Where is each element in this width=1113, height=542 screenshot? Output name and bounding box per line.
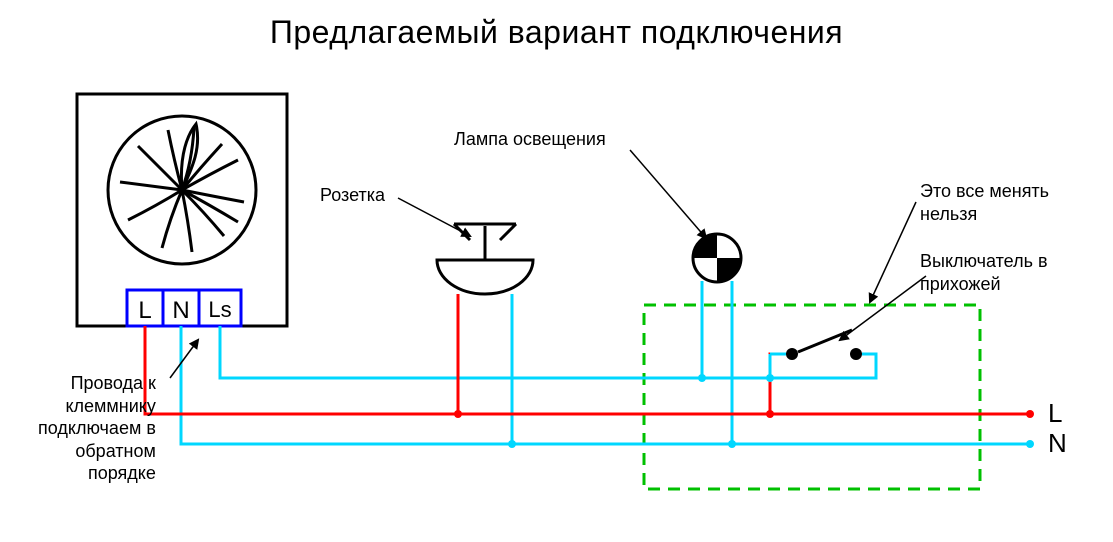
wire-cyan-switched [698,281,786,382]
wire-red [145,294,1034,418]
diagram-title: Предлагаемый вариант подключения [0,14,1113,51]
arrow-dont-change [870,202,916,302]
terminal-L-label: L [138,297,151,324]
arrow-lamp [630,150,706,238]
arrow-switch [840,276,926,340]
terminal-N-label: N [172,297,189,324]
lamp-symbol [693,234,741,282]
socket-symbol [437,224,533,294]
arrow-socket [398,198,470,236]
dont-change-label: Это все менять нельзя [920,180,1049,225]
wires-note-label: Провода к клеммнику подключаем в обратно… [38,372,156,485]
socket-label: Розетка [320,184,385,207]
rail-L-label: L [1048,398,1062,428]
switch-label: Выключатель в прихожей [920,250,1048,295]
rail-N-label: N [1048,428,1067,458]
diagram-canvas: Предлагаемый вариант подключения [0,0,1113,542]
switch-symbol [786,330,862,360]
lamp-label: Лампа освещения [454,128,606,151]
arrow-wires-note [170,340,198,378]
switch-group-box [644,305,980,489]
terminal-Ls-label: Ls [208,297,231,322]
terminal-block: L N Ls [127,290,241,326]
fan-blades [120,124,244,252]
